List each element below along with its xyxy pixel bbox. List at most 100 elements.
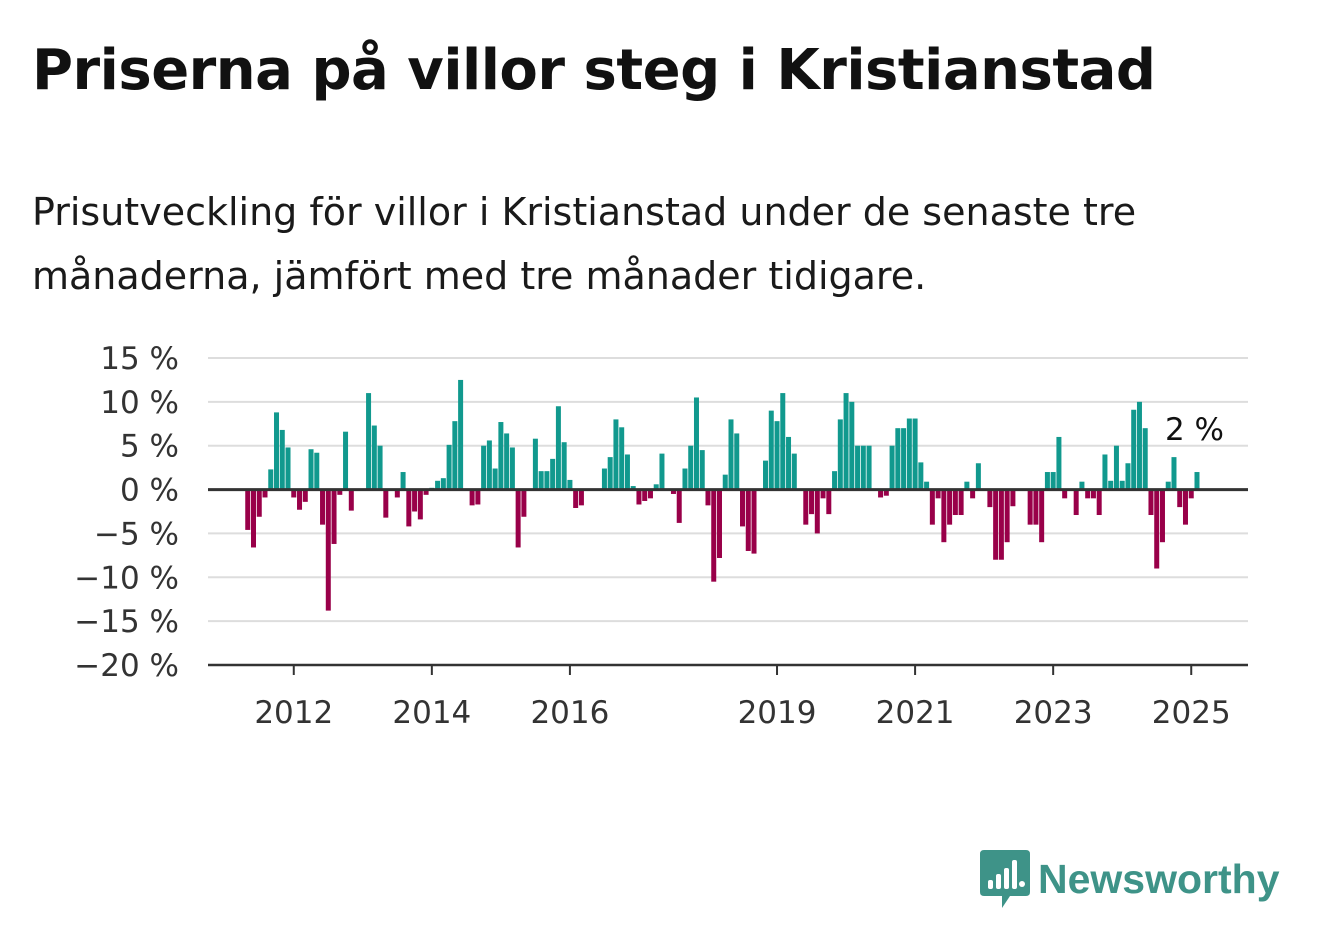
bar [895,428,901,490]
y-tick-label: 10 % [100,385,179,421]
bar [561,442,567,490]
bar [371,425,377,490]
y-tick-label: −20 % [74,648,179,684]
bar [297,489,303,510]
bar [555,406,561,490]
bar [601,468,607,490]
bar [630,486,636,490]
bar [1102,454,1108,490]
bar [619,427,625,490]
bar [987,489,993,508]
bar [958,489,964,516]
bar [1090,489,1096,499]
bar [567,479,573,490]
bar [544,471,550,490]
bar [256,489,262,517]
bar [337,489,343,495]
bar [302,489,308,502]
x-tick-label: 2014 [392,695,471,731]
bar [970,489,976,499]
bar [1194,472,1200,490]
bar [308,449,314,490]
bar [383,489,389,518]
bar [941,489,947,543]
bar [740,489,746,527]
bar [452,421,458,490]
y-tick-label: −15 % [74,604,179,640]
x-tick-label: 2021 [876,695,955,731]
bar [504,433,510,490]
bar [1119,480,1125,490]
bar [268,469,274,490]
bar [780,393,786,490]
bar [325,489,331,611]
y-tick-label: 15 % [100,341,179,377]
bar [607,457,613,490]
bar [682,468,688,490]
bar [975,463,981,490]
bar [728,419,734,490]
bar [889,445,895,490]
bar [262,489,268,498]
axes [208,488,1248,667]
bar [509,447,515,490]
bar [498,422,504,490]
bar [809,489,815,515]
bar [245,489,251,530]
bar [716,489,722,558]
chart-subtitle: Prisutveckling för villor i Kristianstad… [32,190,1137,298]
bar [1010,489,1016,507]
bar [860,445,866,490]
newsworthy-logo: Newsworthy [980,850,1280,908]
bar [774,421,780,490]
bar [1062,489,1068,499]
bar [532,438,538,490]
bar [515,489,521,548]
bar [814,489,820,534]
bar [1056,436,1062,490]
bar [901,428,907,490]
bar [1033,489,1039,525]
chart-title: Priserna på villor steg i Kristianstad [32,38,1156,103]
bar [763,460,769,490]
bar [458,379,464,490]
bar [1079,481,1085,490]
bar [878,489,884,498]
bar [768,410,774,490]
bar [751,489,757,554]
bar [1073,489,1079,516]
bar [331,489,337,544]
bar [400,472,406,490]
x-tick-label: 2025 [1152,695,1231,731]
bar [1131,409,1137,490]
bar [417,489,423,520]
bar [1159,489,1165,543]
bar [993,489,999,560]
bar [412,489,418,512]
bar [1044,472,1050,490]
bar [475,489,481,505]
bar [843,393,849,490]
bar [964,481,970,490]
bar [929,489,935,525]
bar [947,489,953,525]
bar [849,401,855,490]
bar [1188,489,1194,499]
bar [486,440,492,490]
bar [1050,472,1056,490]
bar [705,489,711,506]
bar [423,489,429,495]
x-tick-label: 2016 [530,695,609,731]
bar [538,471,544,490]
bar [791,453,797,490]
bar [394,489,400,498]
bar [1039,489,1045,543]
bar [935,489,941,499]
bar [521,489,527,517]
bar [285,447,291,490]
bars [245,379,1200,611]
bar [435,480,441,490]
x-tick-label: 2012 [254,695,333,731]
bar [1165,481,1171,490]
x-tick-label: 2019 [738,695,817,731]
